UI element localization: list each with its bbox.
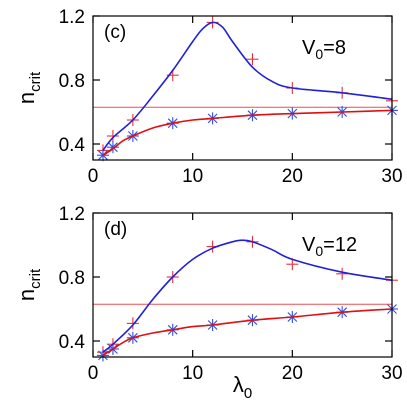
y-axis-label-main: n [14, 289, 39, 301]
annotation-rest: =12 [323, 234, 357, 256]
plus-marker [126, 317, 139, 330]
plot-frame [92, 15, 393, 161]
x-tick-label: 0 [88, 166, 99, 187]
y-axis-label: ncrit [14, 71, 44, 104]
plus-marker [246, 53, 259, 66]
y-tick-label: 0.8 [59, 71, 85, 92]
x-tick-label: 10 [182, 363, 203, 384]
annotation-rest: =8 [323, 37, 346, 59]
parameter-annotation: V0=8 [302, 37, 346, 62]
x-tick-label: 30 [381, 166, 402, 187]
series-line-2 [102, 21, 393, 151]
series-line-2 [102, 239, 393, 353]
plus-marker [106, 130, 119, 142]
y-tick-label: 1.2 [59, 7, 85, 28]
y-tick-label: 0.4 [59, 135, 86, 156]
x-tick-label: 10 [182, 166, 203, 187]
x-tick-label: 0 [88, 363, 99, 384]
panel-label: (d) [104, 219, 127, 240]
series-line-3 [102, 109, 393, 156]
y-axis-label-sub: crit [27, 71, 44, 92]
y-axis-label: ncrit [14, 268, 44, 301]
plot-frame [92, 212, 393, 358]
y-tick-label: 0.4 [59, 332, 86, 353]
y-tick-label: 1.2 [59, 204, 85, 225]
annotation-sub: 0 [315, 46, 323, 62]
annotation-main: V [302, 234, 316, 256]
annotation-sub: 0 [315, 243, 323, 259]
series-line-3 [102, 308, 393, 357]
x-axis-label: λ0 [233, 372, 252, 402]
panel-label: (c) [104, 22, 126, 43]
y-axis-label-sub: crit [27, 268, 44, 289]
x-tick-label: 20 [282, 363, 303, 384]
x-tick-label: 30 [381, 363, 402, 384]
x-axis-label-sub: 0 [244, 385, 252, 402]
x-axis-label-main: λ [233, 372, 244, 397]
y-axis-label-main: n [14, 92, 39, 104]
annotation-main: V [302, 37, 316, 59]
x-tick-label: 20 [282, 166, 303, 187]
y-tick-label: 0.8 [59, 268, 85, 289]
parameter-annotation: V0=12 [302, 234, 357, 259]
